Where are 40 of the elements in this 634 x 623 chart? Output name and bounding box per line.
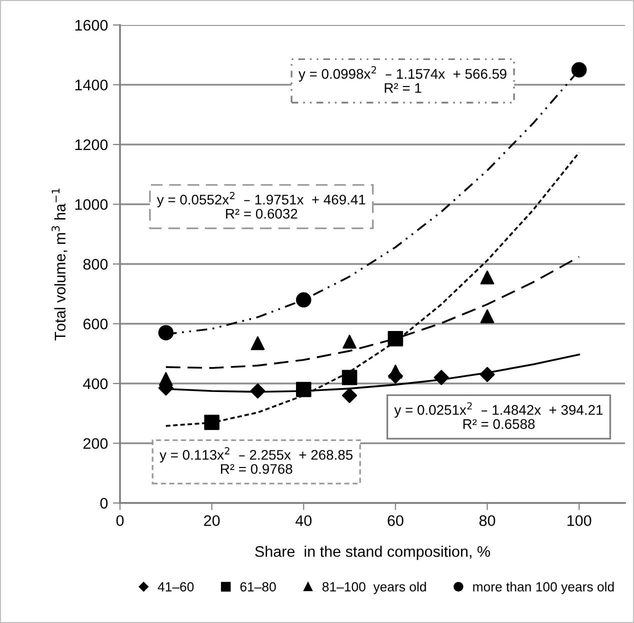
y-tick-label: 600 [83, 318, 108, 330]
y-tick-label: 1400 [75, 80, 108, 90]
point [342, 388, 358, 404]
x-axis-title: Share in the stand composition, % [255, 546, 490, 560]
legend-label: 41–60 [158, 582, 194, 592]
point [480, 270, 494, 284]
y-tick-label: 800 [83, 258, 108, 270]
point [296, 292, 312, 308]
point [434, 370, 449, 386]
y-tick-label: 1600 [75, 20, 108, 31]
x-tick-label: 20 [204, 515, 220, 526]
legend-label: more than 100 years old [473, 582, 614, 594]
x-tick-label: 100 [568, 515, 592, 526]
legend-label: 61–80 [240, 582, 276, 592]
point [204, 414, 220, 430]
annotation: y = 0.0251x$^{2}$ – 1.4842x + 394.21 R² = 0.6588 [394, 402, 603, 429]
point [480, 366, 495, 382]
point [480, 309, 494, 324]
point [158, 325, 174, 340]
y-tick-label: 1000 [75, 199, 108, 210]
x-tick-label: 0 [116, 515, 124, 526]
legend-label: 81–100 years old [322, 582, 426, 594]
point [342, 334, 356, 349]
point [250, 383, 266, 399]
x-tick-label: 80 [479, 515, 496, 526]
point [296, 382, 312, 398]
y-tick-label: 0 [100, 498, 108, 509]
x-tick-label: 40 [295, 515, 312, 526]
y-axis-title: Total volume, m$^{3}$ ha$^{−1}$ [52, 188, 68, 341]
annotation: y = 0.113x$^{2}$ – 2.255x + 268.85 R² = 0.9768 [160, 447, 353, 474]
point [571, 62, 587, 78]
annotation: y = 0.0552x$^{2}$ – 1.9751x + 469.41 R² = 0.6032 [156, 192, 366, 219]
point [250, 336, 265, 350]
point [388, 331, 404, 346]
annotation: y = 0.0998x$^{2}$ – 1.1574x + 566.59 R² = 1 [298, 66, 506, 93]
y-tick-label: 200 [83, 438, 108, 449]
point [342, 370, 358, 386]
y-tick-label: 400 [83, 378, 108, 390]
y-tick-label: 1200 [75, 139, 108, 150]
x-tick-label: 60 [388, 515, 404, 526]
